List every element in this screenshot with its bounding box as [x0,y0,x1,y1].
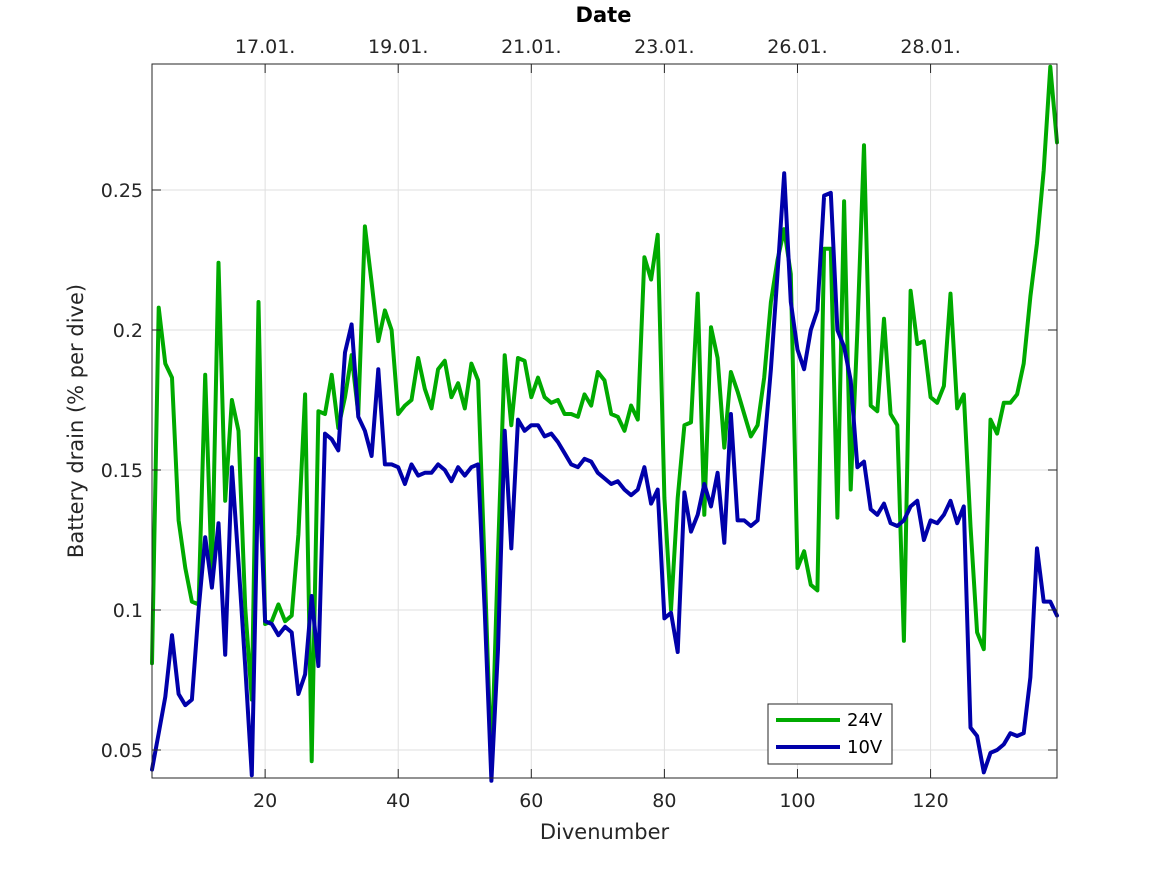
y-tick-label: 0.05 [101,740,143,762]
plot-frame [151,63,1058,779]
top-tick-label: 28.01. [900,36,960,58]
x-axis-label: Divenumber [540,820,670,844]
top-tick-label: 19.01. [368,36,428,58]
top-axis-label: Date [576,3,632,27]
legend-entry: 24V [847,710,883,731]
y-tick-label: 0.25 [101,180,143,202]
x-tick-label: 60 [519,790,543,812]
y-tick-label: 0.15 [101,460,143,482]
x-axis-ticks: 20 40 60 80 100 120 [253,769,949,812]
top-tick-label: 23.01. [634,36,694,58]
series-line-10v [150,171,1059,783]
x-tick-label: 20 [253,790,277,812]
top-tick-label: 26.01. [767,36,827,58]
series-line-24v [150,64,1059,772]
y-axis-label: Battery drain (% per dive) [64,284,88,558]
x-tick-label: 40 [386,790,410,812]
legend-entry: 10V [847,737,883,758]
y-axis-ticks: 0.05 0.1 0.15 0.2 0.25 [101,180,1057,762]
x-tick-label: 120 [912,790,948,812]
x-tick-label: 80 [652,790,676,812]
y-tick-label: 0.1 [113,600,143,622]
series-lines [150,64,1059,783]
top-tick-label: 21.01. [501,36,561,58]
top-axis-ticks: 17.01. 19.01. 21.01. 23.01. 26.01. 28.01. [235,36,961,73]
top-tick-label: 17.01. [235,36,295,58]
legend-box [767,703,893,765]
y-tick-label: 0.2 [113,320,143,342]
x-tick-label: 100 [779,790,815,812]
plot-area-background [152,64,1057,778]
